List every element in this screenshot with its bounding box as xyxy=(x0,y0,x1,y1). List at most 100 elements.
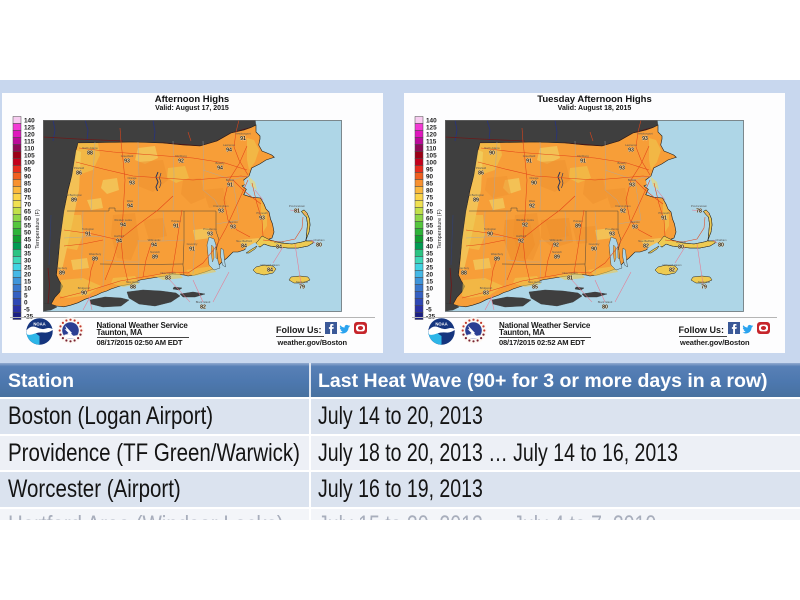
svg-text:Torrington: Torrington xyxy=(484,227,496,231)
svg-text:NOAA: NOAA xyxy=(435,321,447,326)
svg-text:30: 30 xyxy=(24,258,32,265)
svg-text:100: 100 xyxy=(24,160,35,167)
svg-text:140: 140 xyxy=(24,118,35,125)
svg-text:89: 89 xyxy=(71,198,77,204)
svg-text:91: 91 xyxy=(526,159,532,165)
svg-text:Taunton: Taunton xyxy=(228,220,238,224)
svg-text:30: 30 xyxy=(426,258,434,265)
svg-text:Torrington: Torrington xyxy=(82,227,94,231)
svg-text:79: 79 xyxy=(701,285,707,291)
svg-text:75: 75 xyxy=(24,195,32,202)
svg-text:125: 125 xyxy=(426,125,437,132)
svg-text:93: 93 xyxy=(218,209,224,215)
svg-text:94: 94 xyxy=(127,204,133,210)
svg-text:89: 89 xyxy=(554,255,560,261)
svg-text:Newburyport: Newburyport xyxy=(637,131,652,135)
svg-text:Providence: Providence xyxy=(605,227,619,231)
svg-text:100: 100 xyxy=(426,160,437,167)
svg-text:95: 95 xyxy=(24,167,32,174)
svg-text:Fitchburg: Fitchburg xyxy=(577,154,589,158)
svg-text:89: 89 xyxy=(575,224,581,230)
svg-text:-5: -5 xyxy=(24,307,30,314)
svg-text:94: 94 xyxy=(116,239,122,245)
svg-text:105: 105 xyxy=(24,153,35,160)
svg-text:93: 93 xyxy=(207,232,213,238)
svg-text:Norwich: Norwich xyxy=(150,250,160,254)
svg-text:80: 80 xyxy=(718,243,724,249)
svg-text:Danbury: Danbury xyxy=(56,266,67,270)
svg-text:New Bedford: New Bedford xyxy=(638,239,654,243)
svg-text:90: 90 xyxy=(531,181,537,187)
svg-text:Vineyard Haven: Vineyard Haven xyxy=(260,263,280,267)
svg-text:North Adams: North Adams xyxy=(82,146,98,150)
svg-text:Waterbury: Waterbury xyxy=(88,252,101,256)
svg-text:60: 60 xyxy=(426,216,434,223)
svg-text:Pittsfield: Pittsfield xyxy=(476,166,487,170)
svg-text:20: 20 xyxy=(24,272,32,279)
svg-text:Orange: Orange xyxy=(530,176,539,180)
svg-text:New London: New London xyxy=(160,271,176,275)
svg-text:90: 90 xyxy=(489,151,495,157)
svg-text:94: 94 xyxy=(151,243,157,249)
svg-text:89: 89 xyxy=(59,271,65,277)
svg-text:40: 40 xyxy=(426,244,434,251)
svg-text:25: 25 xyxy=(426,265,434,272)
svg-text:Beverly: Beverly xyxy=(618,161,628,165)
svg-text:65: 65 xyxy=(24,209,32,216)
svg-text:60: 60 xyxy=(24,216,32,223)
svg-text:Orange: Orange xyxy=(127,176,136,180)
svg-text:Coventry: Coventry xyxy=(589,242,600,246)
svg-text:New Bedford: New Bedford xyxy=(236,239,252,243)
svg-text:86: 86 xyxy=(76,171,82,177)
svg-text:70: 70 xyxy=(24,202,32,209)
svg-text:93: 93 xyxy=(259,216,265,222)
svg-text:86: 86 xyxy=(478,171,484,177)
svg-text:Gt Barrington: Gt Barrington xyxy=(468,193,484,197)
svg-text:83: 83 xyxy=(483,291,489,297)
svg-text:90: 90 xyxy=(487,232,493,238)
svg-text:94: 94 xyxy=(226,148,232,154)
svg-text:80: 80 xyxy=(678,245,684,251)
svg-text:83: 83 xyxy=(165,276,171,282)
svg-text:89: 89 xyxy=(92,257,98,263)
svg-text:81: 81 xyxy=(294,209,300,215)
svg-text:115: 115 xyxy=(426,139,437,146)
svg-text:92: 92 xyxy=(529,204,535,210)
svg-text:80: 80 xyxy=(24,188,32,195)
svg-text:82: 82 xyxy=(643,244,649,250)
svg-text:Providence: Providence xyxy=(203,227,217,231)
svg-text:75: 75 xyxy=(426,195,434,202)
svg-text:Danbury: Danbury xyxy=(459,266,470,270)
svg-text:120: 120 xyxy=(426,132,437,139)
svg-text:91: 91 xyxy=(189,247,195,253)
svg-text:Hyannis: Hyannis xyxy=(676,240,686,244)
svg-text:89: 89 xyxy=(494,257,500,263)
svg-text:0: 0 xyxy=(24,300,28,307)
svg-text:92: 92 xyxy=(620,209,626,215)
svg-text:-5: -5 xyxy=(426,307,432,314)
svg-text:Hyannis: Hyannis xyxy=(274,240,284,244)
svg-text:45: 45 xyxy=(426,237,434,244)
svg-text:Block Island: Block Island xyxy=(195,300,210,304)
svg-text:90: 90 xyxy=(591,247,597,253)
svg-text:105: 105 xyxy=(426,153,437,160)
svg-text:78: 78 xyxy=(696,209,702,215)
svg-text:New Haven: New Haven xyxy=(528,280,542,284)
svg-text:89: 89 xyxy=(152,255,158,261)
svg-text:92: 92 xyxy=(553,243,559,249)
svg-text:Ware: Ware xyxy=(126,199,133,203)
svg-text:55: 55 xyxy=(426,223,434,230)
svg-text:Framingham: Framingham xyxy=(615,204,631,208)
svg-text:North Adams: North Adams xyxy=(484,146,500,150)
svg-text:70: 70 xyxy=(426,202,434,209)
svg-text:45: 45 xyxy=(24,237,32,244)
svg-text:91: 91 xyxy=(661,216,667,222)
svg-text:55: 55 xyxy=(24,223,32,230)
svg-text:Taunton: Taunton xyxy=(630,220,640,224)
svg-text:79: 79 xyxy=(299,285,305,291)
svg-text:Block Island: Block Island xyxy=(598,300,613,304)
svg-text:140: 140 xyxy=(426,118,437,125)
svg-text:Bridgeport: Bridgeport xyxy=(480,286,493,290)
svg-text:Boston: Boston xyxy=(225,178,234,182)
svg-text:85: 85 xyxy=(24,181,32,188)
